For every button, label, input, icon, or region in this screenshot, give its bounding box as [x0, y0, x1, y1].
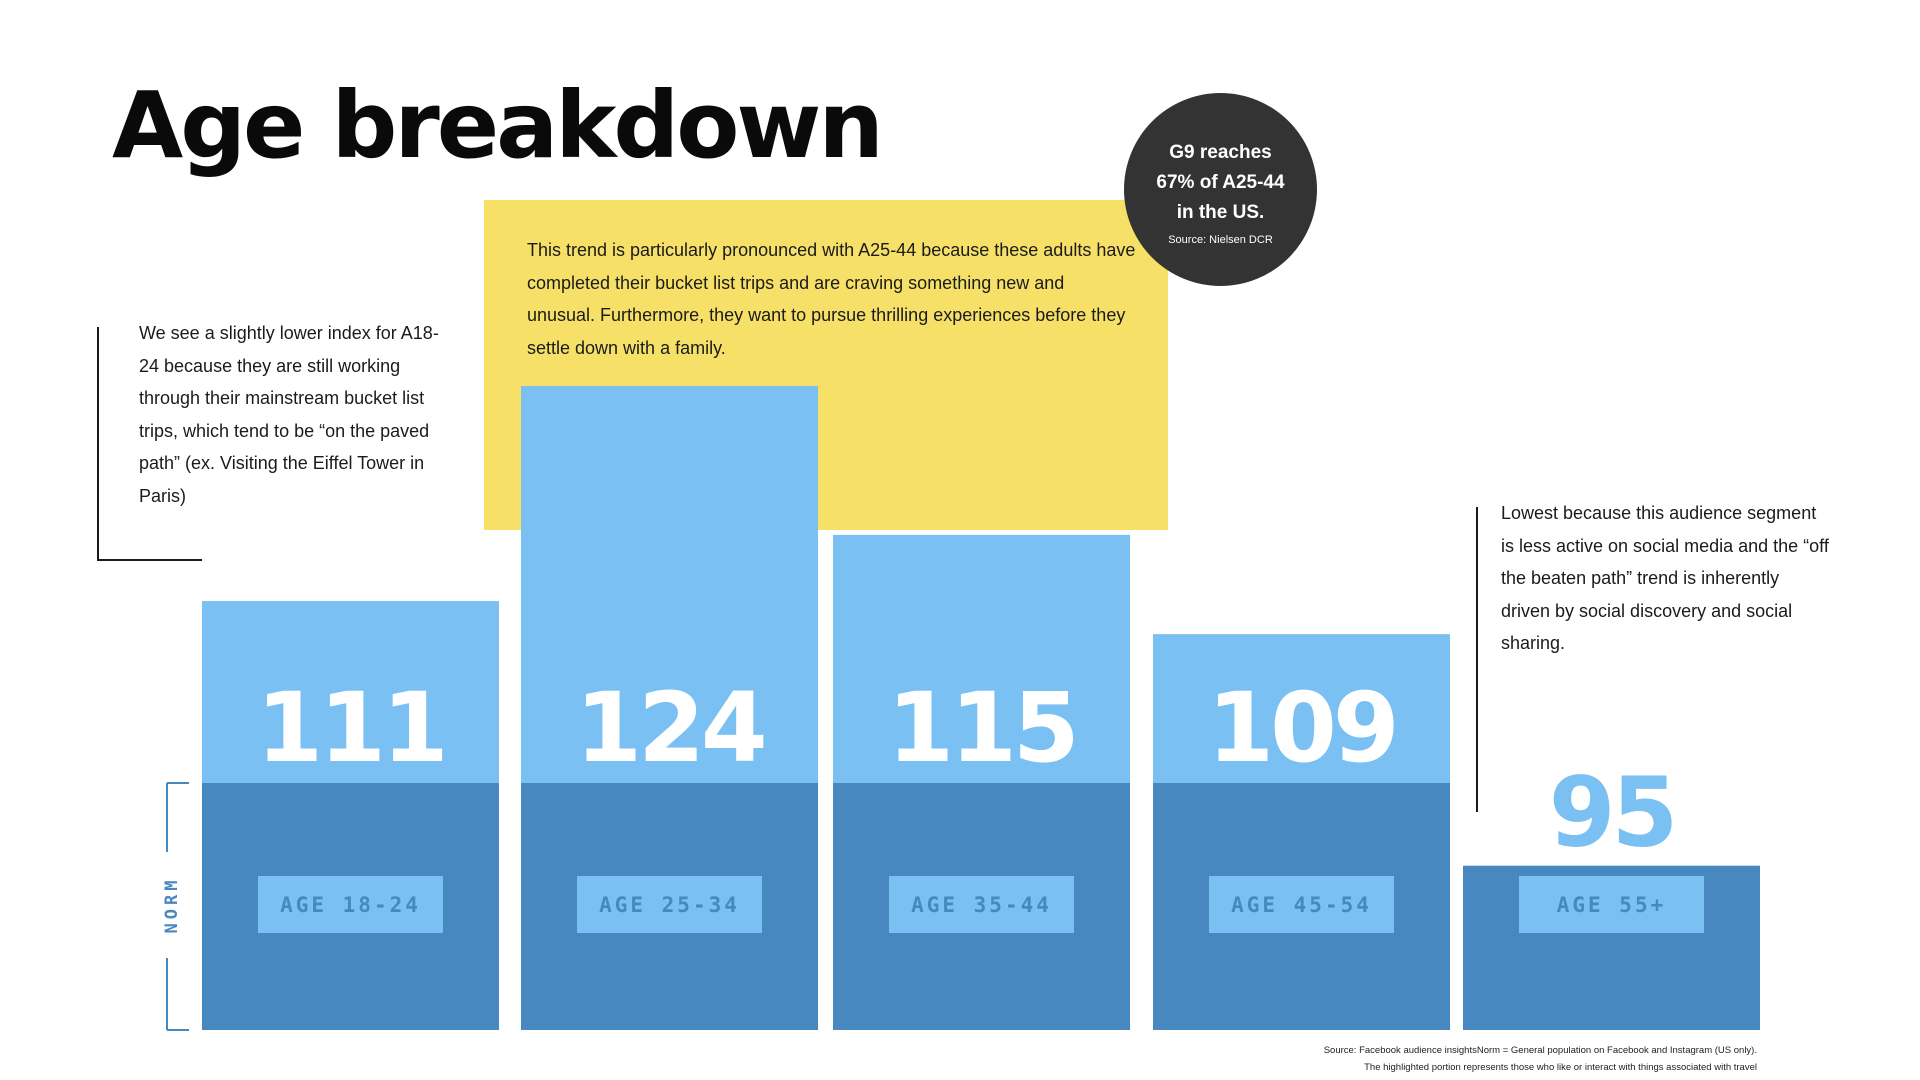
left-connector-vertical	[97, 327, 99, 561]
highlight-note: This trend is particularly pronounced wi…	[527, 240, 1136, 358]
norm-label: NORM	[162, 877, 182, 934]
bar-value-label: 111	[256, 672, 444, 784]
reach-callout: G9 reaches 67% of A25-44 in the US. Sour…	[1124, 93, 1317, 286]
left-note: We see a slightly lower index for A18-24…	[139, 323, 439, 506]
bar-value-label: 115	[887, 672, 1075, 784]
bar-group: 111 AGE 18-24	[202, 601, 499, 1030]
age-label-box	[1209, 876, 1394, 933]
callout-line-1: G9 reaches	[1169, 142, 1272, 163]
category-label: AGE 25-34	[599, 893, 740, 917]
norm-bracket: NORM	[162, 782, 189, 1031]
bar-value-label: 109	[1207, 672, 1395, 784]
age-label-box	[577, 876, 762, 933]
bar-value-label: 95	[1549, 757, 1675, 869]
category-label: AGE 18-24	[280, 893, 421, 917]
right-note: Lowest because this audience segment is …	[1501, 503, 1829, 653]
category-label: AGE 55+	[1557, 893, 1667, 917]
right-connector-vertical	[1476, 507, 1478, 812]
callout-source: Source: Nielsen DCR	[1168, 234, 1273, 246]
footer-line-1: Source: Facebook audience insightsNorm =…	[1323, 1045, 1757, 1056]
age-label-box	[258, 876, 443, 933]
age-label-box	[889, 876, 1074, 933]
callout-line-3: in the US.	[1176, 202, 1265, 223]
page-title: Age breakdown	[112, 72, 884, 179]
footer-source: Source: Facebook audience insightsNorm =…	[1324, 1042, 1757, 1076]
bar-group: 115 AGE 35-44	[833, 534, 1130, 1030]
age-label-box	[1519, 876, 1704, 933]
left-connector-horizontal	[97, 559, 202, 561]
bar-group: 95 AGE 55+	[1463, 757, 1760, 1030]
bar-group: 109 AGE 45-54	[1153, 634, 1450, 1030]
footer-line-2: The highlighted portion represents those…	[1364, 1062, 1757, 1073]
callout-line-2: 67% of A25-44	[1156, 172, 1285, 193]
bar-group: 124 AGE 25-34	[521, 386, 818, 1030]
category-label: AGE 45-54	[1231, 893, 1372, 917]
category-label: AGE 35-44	[911, 893, 1052, 917]
bar-value-label: 124	[575, 672, 764, 784]
